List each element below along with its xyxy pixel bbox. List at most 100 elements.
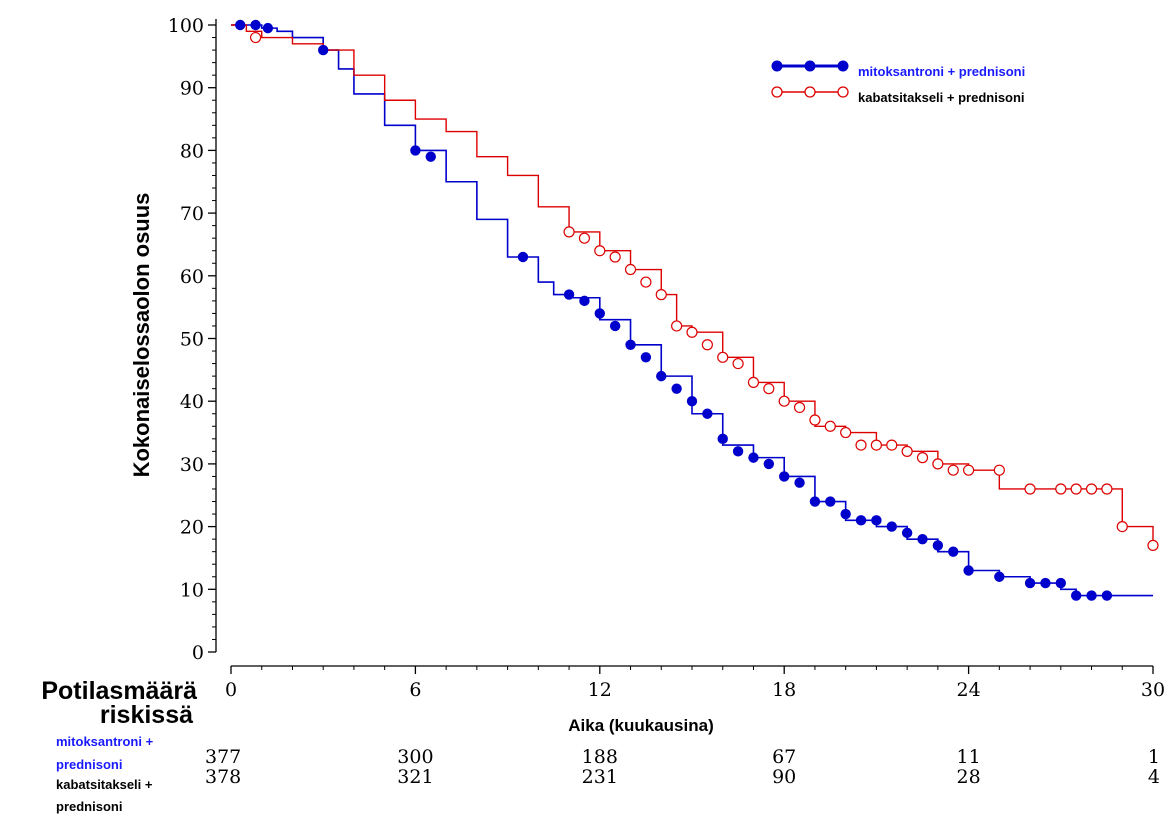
x-tick-label: 30 [1141,679,1165,701]
x-tick-label: 18 [772,679,796,701]
x-tick-label: 6 [409,679,421,701]
censor-marker-1 [609,251,621,263]
censor-marker-0 [425,151,436,162]
y-tick-label: 0 [192,642,204,664]
legend: mitoksantroni + prednisoni kabatsitaksel… [771,60,1025,105]
censor-marker-1 [932,458,944,470]
series-lines [231,24,1154,597]
censor-marker-1 [793,401,806,414]
risk-value: 300 [397,746,433,768]
censor-marker-0 [262,22,274,34]
censor-marker-0 [1101,590,1113,601]
censor-marker-1 [717,351,729,363]
censor-marker-0 [871,515,882,526]
censor-marker-1 [249,31,262,44]
censor-marker-1 [578,232,591,244]
x-tick-label: 12 [588,679,612,701]
risk-value: 188 [582,746,618,768]
y-tick-label: 100 [168,15,204,37]
censor-marker-0 [825,496,836,507]
risk-value: 90 [772,766,796,788]
censor-marker-1 [594,245,606,257]
censor-marker-1 [655,289,667,301]
series-markers [235,19,1159,601]
y-tick-label: 60 [180,266,204,288]
censor-marker-1 [1055,483,1067,495]
legend-item-mitoksantroni: mitoksantroni + prednisoni [771,60,1025,79]
censor-marker-0 [963,565,974,576]
censor-marker-0 [517,251,529,263]
risk-row-label-kabatsitakseli-line2: prednisoni [56,799,122,814]
y-tick-label: 40 [180,391,204,413]
y-tick-label: 30 [180,454,204,476]
censor-marker-0 [640,352,652,363]
censor-marker-0 [763,458,775,470]
censor-marker-1 [824,420,836,432]
series-line-0 [231,24,1153,597]
censor-marker-1 [563,226,575,238]
censor-marker-1 [840,426,852,439]
censor-marker-0 [1024,577,1036,589]
y-tick-label: 70 [180,203,204,225]
y-tick-label: 10 [180,579,204,601]
censor-marker-0 [235,19,246,31]
censor-marker-1 [671,320,683,332]
risk-value: 378 [205,766,241,788]
censor-marker-0 [917,533,928,545]
censor-marker-1 [686,326,698,338]
risk-value: 4 [1148,766,1160,788]
censor-marker-0 [1055,577,1067,589]
censor-marker-0 [732,446,744,457]
censor-marker-1 [993,464,1005,476]
censor-marker-0 [410,145,421,156]
censor-marker-0 [250,19,261,31]
x-ticks: 0 6 12 18 24 30 [225,666,1165,701]
censor-marker-1 [1085,483,1098,495]
censor-marker-0 [1040,577,1051,589]
legend-label-mitoksantroni: mitoksantroni + prednisoni [858,64,1025,79]
censor-marker-0 [809,496,821,507]
censor-marker-1 [778,395,790,407]
axes [215,19,1153,667]
y-axis-label: Kokonaiselossaolon osuus [129,193,154,478]
risk-value: 67 [772,746,796,768]
censor-marker-0 [686,396,698,407]
censor-marker-0 [779,471,790,482]
censor-marker-1 [947,464,959,476]
censor-marker-0 [840,508,851,520]
censor-marker-0 [932,540,944,551]
censor-marker-1 [1024,483,1036,495]
x-tick-label: 24 [957,679,981,701]
censor-marker-0 [994,571,1005,582]
risk-value: 1 [1148,746,1160,768]
censor-marker-0 [901,527,913,539]
risk-value: 11 [957,746,981,768]
censor-marker-0 [855,515,867,526]
censor-marker-0 [794,477,805,488]
censor-marker-0 [594,308,605,319]
censor-marker-1 [624,263,637,276]
censor-marker-0 [1086,590,1097,601]
censor-marker-1 [809,414,821,426]
censor-marker-1 [916,452,929,464]
x-axis-label: Aika (kuukausina) [568,716,714,735]
risk-table-title-line2: riskissä [100,701,193,729]
risk-row-label-kabatsitakseli-line1: kabatsitakseli + [56,777,153,792]
censor-marker-1 [886,439,898,451]
censor-marker-1 [640,276,652,288]
censor-marker-1 [732,357,744,370]
risk-row-label-mitoksantroni-line2: prednisoni [56,757,122,772]
censor-marker-1 [1116,520,1128,533]
y-tick-label: 90 [180,78,204,100]
risk-row-label-mitoksantroni-line1: mitoksantroni + [56,734,154,749]
legend-item-kabatsitakseli: kabatsitakseli + prednisoni [771,86,1025,105]
censor-marker-0 [563,289,575,300]
censor-marker-0 [318,44,329,56]
censor-marker-1 [1147,539,1159,552]
censor-marker-1 [855,439,867,451]
censor-marker-1 [870,439,883,451]
censor-marker-0 [625,339,636,350]
censor-marker-0 [1070,590,1082,601]
censor-marker-0 [886,521,897,532]
